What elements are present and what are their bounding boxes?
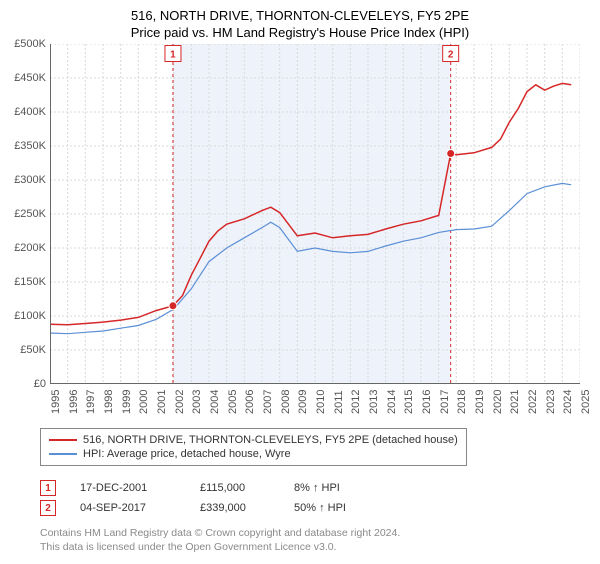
x-tick-label: 2001 [156, 390, 168, 414]
x-tick-label: 2015 [403, 390, 415, 414]
x-tick-label: 2014 [386, 390, 398, 414]
x-tick-label: 2006 [244, 390, 256, 414]
y-tick-label: £250K [14, 208, 46, 220]
x-tick-label: 1996 [68, 390, 80, 414]
x-tick-label: 2009 [297, 390, 309, 414]
title-line2: Price paid vs. HM Land Registry's House … [10, 25, 590, 40]
y-tick-label: £100K [14, 310, 46, 322]
y-tick-label: £0 [34, 378, 46, 390]
sale-marker-icon: 2 [40, 500, 56, 516]
x-tick-label: 2010 [315, 390, 327, 414]
x-tick-label: 2023 [545, 390, 557, 414]
legend-item: HPI: Average price, detached house, Wyre [49, 447, 458, 461]
x-axis-labels: 1995 1996 1997 1998 1999 2000 2001 2002 2003 2004… [50, 384, 580, 420]
y-tick-label: £500K [14, 38, 46, 50]
title-block: 516, NORTH DRIVE, THORNTON-CLEVELEYS, FY… [0, 0, 600, 44]
legend-swatch [49, 439, 77, 441]
footnote: Contains HM Land Registry data © Crown c… [40, 526, 590, 554]
line-chart-svg: 12 [50, 44, 580, 384]
x-tick-label: 2008 [280, 390, 292, 414]
x-tick-label: 2002 [174, 390, 186, 414]
svg-text:2: 2 [448, 50, 454, 61]
footnote-line2: This data is licensed under the Open Gov… [40, 540, 590, 554]
x-tick-label: 2007 [262, 390, 274, 414]
legend: 516, NORTH DRIVE, THORNTON-CLEVELEYS, FY… [40, 428, 467, 466]
x-tick-label: 2011 [333, 390, 345, 414]
y-tick-label: £200K [14, 242, 46, 254]
x-tick-label: 2019 [474, 390, 486, 414]
x-tick-label: 2021 [509, 390, 521, 414]
x-tick-label: 2020 [492, 390, 504, 414]
y-tick-label: £400K [14, 106, 46, 118]
x-tick-label: 2013 [368, 390, 380, 414]
title-line1: 516, NORTH DRIVE, THORNTON-CLEVELEYS, FY… [10, 8, 590, 23]
sale-row: 1 17-DEC-2001 £115,000 8% ↑ HPI [40, 478, 590, 498]
sale-diff: 50% ↑ HPI [294, 502, 346, 514]
sale-row: 2 04-SEP-2017 £339,000 50% ↑ HPI [40, 498, 590, 518]
chart-area: 12 £0£50K£100K£150K£200K£250K£300K£350K£… [50, 44, 580, 384]
sale-date: 04-SEP-2017 [80, 502, 176, 514]
legend-swatch [49, 453, 77, 455]
x-tick-label: 1998 [103, 390, 115, 414]
sale-price: £339,000 [200, 502, 270, 514]
x-tick-label: 2012 [350, 390, 362, 414]
y-tick-label: £150K [14, 276, 46, 288]
legend-item: 516, NORTH DRIVE, THORNTON-CLEVELEYS, FY… [49, 433, 458, 447]
y-tick-label: £350K [14, 140, 46, 152]
x-tick-label: 2000 [138, 390, 150, 414]
sales-table: 1 17-DEC-2001 £115,000 8% ↑ HPI 2 04-SEP-2017… [40, 478, 590, 518]
x-tick-label: 1999 [121, 390, 133, 414]
x-tick-label: 2018 [456, 390, 468, 414]
x-tick-label: 2005 [227, 390, 239, 414]
x-tick-label: 2022 [527, 390, 539, 414]
x-tick-label: 2016 [421, 390, 433, 414]
x-tick-label: 1995 [50, 390, 62, 414]
y-tick-label: £50K [20, 344, 46, 356]
y-tick-label: £450K [14, 72, 46, 84]
chart-container: 516, NORTH DRIVE, THORNTON-CLEVELEYS, FY… [0, 0, 600, 554]
sale-diff: 8% ↑ HPI [294, 482, 340, 494]
x-tick-label: 2017 [439, 390, 451, 414]
y-tick-label: £300K [14, 174, 46, 186]
x-tick-label: 1997 [85, 390, 97, 414]
x-tick-label: 2024 [562, 390, 574, 414]
legend-label: HPI: Average price, detached house, Wyre [83, 448, 291, 460]
svg-text:1: 1 [170, 50, 176, 61]
footnote-line1: Contains HM Land Registry data © Crown c… [40, 526, 590, 540]
sale-marker-icon: 1 [40, 480, 56, 496]
x-tick-label: 2003 [191, 390, 203, 414]
legend-label: 516, NORTH DRIVE, THORNTON-CLEVELEYS, FY… [83, 434, 458, 446]
x-tick-label: 2004 [209, 390, 221, 414]
x-tick-label: 2025 [580, 390, 592, 414]
sale-price: £115,000 [200, 482, 270, 494]
sale-date: 17-DEC-2001 [80, 482, 176, 494]
